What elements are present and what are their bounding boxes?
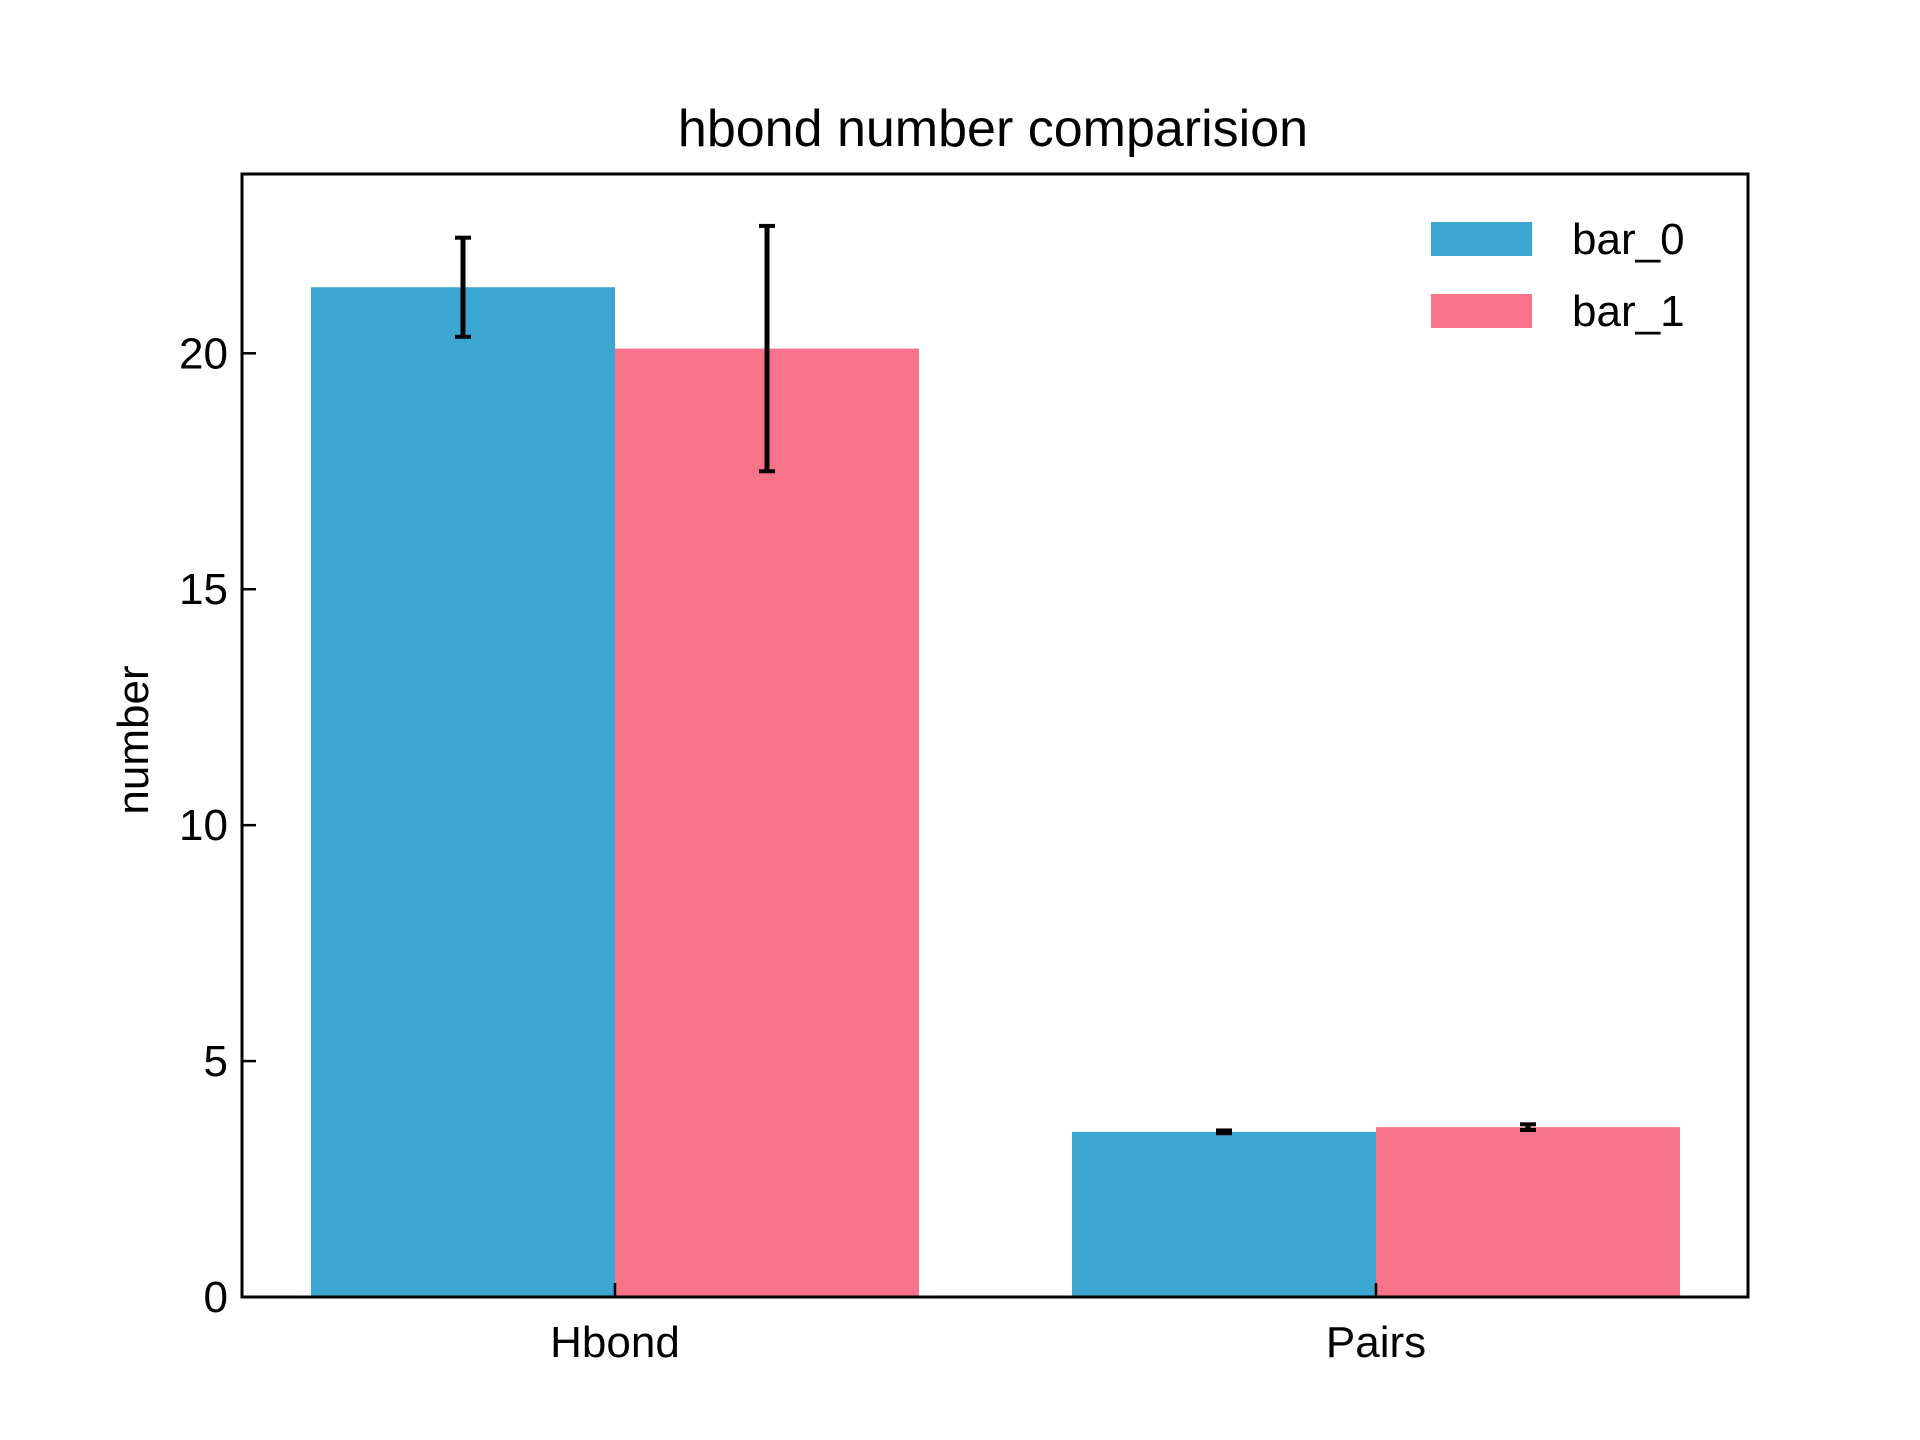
legend-label-bar_0: bar_0 <box>1572 215 1685 264</box>
x-tick-label: Hbond <box>550 1318 680 1367</box>
y-tick-label: 5 <box>204 1037 228 1086</box>
legend-swatch-bar_1 <box>1431 294 1532 328</box>
chart-title: hbond number comparision <box>678 100 1308 158</box>
bar-bar_0-hbond <box>311 287 615 1298</box>
y-tick-label: 10 <box>179 801 228 850</box>
bar-bar_1-pairs <box>1376 1127 1680 1297</box>
axes-layer: 0 5 10 15 20 Hbond Pairs <box>179 172 1750 1367</box>
y-tick-label: 0 <box>204 1273 228 1322</box>
error-bar-bar_0-pairs <box>1216 1128 1232 1136</box>
error-bars-layer <box>455 223 1536 1136</box>
y-tick-label: 15 <box>179 565 228 614</box>
y-tick-label: 20 <box>179 329 228 378</box>
x-tick-label: Pairs <box>1326 1318 1426 1367</box>
error-bar-bar_1-hbond <box>759 223 775 474</box>
bars-layer <box>311 287 1680 1298</box>
error-bar-bar_0-hbond <box>455 235 471 339</box>
error-bar-bar_1-pairs <box>1520 1122 1536 1132</box>
legend-swatch-bar_0 <box>1431 222 1532 256</box>
plot-frame <box>240 172 1750 1299</box>
bar-bar_0-pairs <box>1072 1131 1376 1297</box>
bar-bar_1-hbond <box>615 348 919 1297</box>
legend: bar_0 bar_1 <box>1431 215 1685 336</box>
y-axis-label: number <box>109 665 158 814</box>
legend-label-bar_1: bar_1 <box>1572 287 1685 336</box>
